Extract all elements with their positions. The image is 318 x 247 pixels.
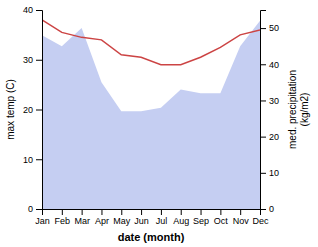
tick: 40: [260, 60, 279, 70]
precipitation-area: [42, 21, 260, 209]
y2-axis-title: med. precipitation(kg/m2): [287, 70, 310, 149]
tick: 10: [260, 168, 279, 178]
tick-mark: [36, 110, 42, 111]
tick-label: May: [113, 216, 131, 226]
y-axis-title: max temp (C): [5, 79, 16, 140]
tick-label: Sep: [193, 216, 209, 226]
tick-label: Mar: [74, 216, 90, 226]
tick: Jan: [35, 209, 50, 226]
tick-label: 50: [269, 23, 279, 33]
tick-mark: [82, 209, 83, 215]
axis-line: [36, 11, 43, 210]
tick: Aug: [173, 209, 189, 226]
axis-line: [261, 11, 267, 210]
y-axis: 0 10 20 30 40: [23, 5, 43, 214]
tick-label: Jan: [35, 216, 50, 226]
tick: 20: [260, 132, 279, 142]
tick-mark: [161, 209, 162, 215]
tick: Oct: [214, 209, 229, 226]
tick: 0: [260, 204, 274, 214]
tick: 20: [23, 105, 42, 115]
tick-mark: [181, 209, 182, 215]
tick-label: Feb: [55, 216, 71, 226]
tick-mark: [36, 10, 42, 11]
chart: JanFebMarAprMayJunJulAugSepOctNovDec0102…: [0, 0, 318, 247]
plot: JanFebMarAprMayJunJulAugSepOctNovDec0102…: [5, 5, 310, 243]
tick-mark: [260, 28, 266, 29]
tick-label: Dec: [252, 216, 269, 226]
tick: Sep: [193, 209, 209, 226]
tick-mark: [260, 209, 266, 210]
tick-label: 30: [269, 96, 279, 106]
tick: Jul: [156, 209, 168, 226]
tick-mark: [62, 209, 63, 215]
tick-mark: [260, 173, 266, 174]
tick-mark: [201, 209, 202, 215]
tick: Jun: [134, 209, 149, 226]
tick-mark: [36, 209, 42, 210]
tick-label: 20: [269, 132, 279, 142]
tick: Feb: [55, 209, 71, 226]
axis-line: [43, 210, 261, 216]
tick: Mar: [74, 209, 90, 226]
tick-mark: [260, 64, 266, 65]
tick: 10: [23, 155, 42, 165]
tick-label: Aug: [173, 216, 189, 226]
tick-label: Jun: [134, 216, 149, 226]
tick: May: [113, 209, 131, 226]
tick-label: 30: [23, 55, 33, 65]
tick-label: Jul: [156, 216, 168, 226]
tick: Dec: [252, 209, 269, 226]
tick: 50: [260, 23, 279, 33]
tick-label: 20: [23, 105, 33, 115]
tick-label: 0: [28, 204, 33, 214]
marks: [42, 20, 260, 209]
tick: 0: [28, 204, 42, 214]
x-axis: Jan FebMar Apr MayJun Jul Aug Sep Oct NovDec: [35, 209, 269, 226]
temperature-line: [42, 20, 260, 65]
tick-mark: [240, 209, 241, 215]
tick-label: 10: [269, 168, 279, 178]
tick-label: Nov: [233, 216, 250, 226]
tick-mark: [36, 60, 42, 61]
tick: Nov: [233, 209, 250, 226]
tick-mark: [141, 209, 142, 215]
tick-mark: [260, 137, 266, 138]
tick: 30: [23, 55, 42, 65]
tick-label: 40: [269, 60, 279, 70]
tick-mark: [36, 159, 42, 160]
tick-label: Oct: [214, 216, 229, 226]
tick: Apr: [95, 209, 109, 226]
tick-label: 40: [23, 5, 33, 15]
tick-mark: [101, 209, 102, 215]
tick-label: 10: [23, 155, 33, 165]
y2-axis: 0 10 20 30 40 50: [260, 11, 279, 215]
tick: 40: [23, 5, 42, 15]
tick-mark: [260, 100, 266, 101]
tick-label: 0: [269, 204, 274, 214]
x-axis-title: date (month): [118, 231, 185, 243]
tick-mark: [220, 209, 221, 215]
tick: 30: [260, 96, 279, 106]
tick-mark: [121, 209, 122, 215]
tick-label: Apr: [95, 216, 109, 226]
